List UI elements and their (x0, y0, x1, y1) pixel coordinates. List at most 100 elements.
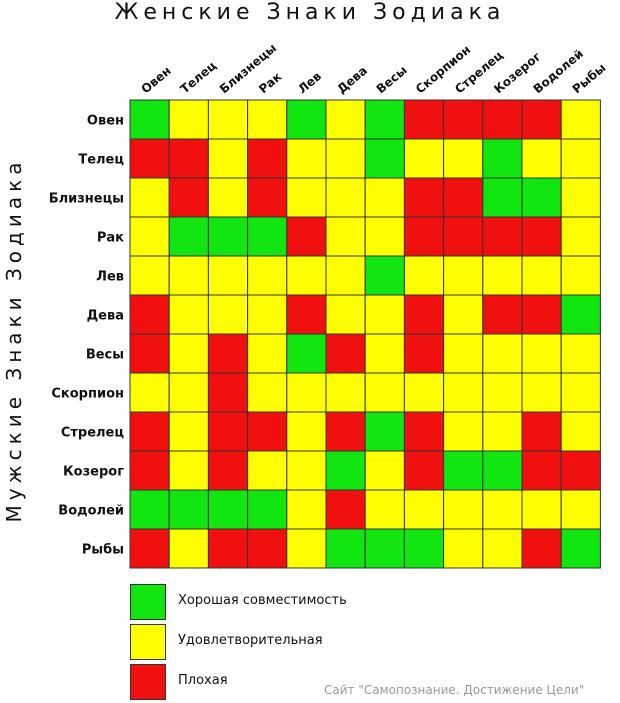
cell-11-7 (403, 528, 445, 569)
cell-10-9 (482, 489, 523, 530)
legend-label: Плохая (178, 673, 228, 688)
cell-7-4 (286, 372, 327, 413)
row-label: Весы (86, 348, 124, 363)
cell-11-8 (443, 528, 484, 569)
cell-3-2 (207, 216, 249, 257)
row-label: Близнецы (49, 192, 124, 207)
cell-2-2 (207, 177, 249, 218)
row-label: Водолей (58, 504, 124, 519)
cell-10-4 (286, 489, 327, 530)
row-label: Дева (87, 309, 124, 324)
row-label: Лев (96, 270, 124, 285)
cell-11-9 (482, 528, 523, 569)
cell-11-1 (168, 528, 209, 569)
cell-10-3 (247, 489, 288, 530)
cell-6-2 (207, 333, 249, 374)
cell-8-3 (247, 411, 288, 452)
row-label: Стрелец (61, 426, 125, 441)
cell-2-11 (560, 177, 601, 218)
cell-4-2 (207, 255, 249, 296)
cell-3-9 (482, 216, 523, 257)
chart-title: Женские Знаки Зодиака (114, 0, 506, 25)
cell-0-8 (443, 99, 484, 140)
cell-1-1 (168, 138, 209, 179)
cell-10-2 (207, 489, 249, 530)
column-label: Телец (178, 58, 219, 96)
legend-swatch (130, 664, 166, 700)
cell-5-1 (168, 294, 209, 335)
cell-4-10 (521, 255, 562, 296)
cell-0-4 (286, 99, 327, 140)
cell-7-1 (168, 372, 209, 413)
cell-9-8 (443, 450, 484, 491)
cell-5-6 (364, 294, 405, 335)
cell-2-5 (325, 177, 366, 218)
cell-8-1 (168, 411, 209, 452)
site-credit: Сайт "Самопознание. Достижение Цели" (324, 683, 585, 697)
cell-9-11 (560, 450, 601, 491)
column-label: Весы (374, 63, 410, 96)
cell-10-11 (560, 489, 601, 530)
row-label: Рак (97, 231, 124, 246)
cell-2-7 (403, 177, 445, 218)
cell-7-7 (403, 372, 445, 413)
legend-label: Хорошая совместимость (178, 593, 347, 608)
cell-0-9 (482, 99, 523, 140)
cell-3-6 (364, 216, 405, 257)
cell-5-5 (325, 294, 366, 335)
cell-4-8 (443, 255, 484, 296)
cell-9-10 (521, 450, 562, 491)
cell-8-6 (364, 411, 405, 452)
cell-0-3 (247, 99, 288, 140)
cell-7-3 (247, 372, 288, 413)
cell-3-3 (247, 216, 288, 257)
cell-5-11 (560, 294, 601, 335)
column-label: Лев (295, 69, 324, 97)
column-label: Рак (256, 69, 284, 96)
cell-7-11 (560, 372, 601, 413)
cell-10-7 (403, 489, 445, 530)
cell-8-11 (560, 411, 601, 452)
cell-5-7 (403, 294, 445, 335)
cell-1-7 (403, 138, 445, 179)
cell-2-1 (168, 177, 209, 218)
cell-2-3 (247, 177, 288, 218)
cell-4-6 (364, 255, 405, 296)
cell-2-9 (482, 177, 523, 218)
cell-9-2 (207, 450, 249, 491)
cell-0-5 (325, 99, 366, 140)
cell-4-11 (560, 255, 601, 296)
cell-1-3 (247, 138, 288, 179)
cell-6-8 (443, 333, 484, 374)
cell-6-3 (247, 333, 288, 374)
cell-4-5 (325, 255, 366, 296)
cell-1-8 (443, 138, 484, 179)
cell-7-6 (364, 372, 405, 413)
cell-9-4 (286, 450, 327, 491)
cell-8-5 (325, 411, 366, 452)
cell-9-7 (403, 450, 445, 491)
row-label: Овен (87, 114, 124, 129)
row-label: Телец (78, 153, 124, 168)
cell-10-10 (521, 489, 562, 530)
cell-6-11 (560, 333, 601, 374)
cell-4-7 (403, 255, 445, 296)
legend-item: Удовлетворительная (130, 624, 430, 662)
cell-4-0 (129, 255, 170, 296)
cell-9-3 (247, 450, 288, 491)
cell-7-9 (482, 372, 523, 413)
cell-3-10 (521, 216, 562, 257)
cell-6-4 (286, 333, 327, 374)
cell-3-7 (403, 216, 445, 257)
cell-7-10 (521, 372, 562, 413)
cell-7-5 (325, 372, 366, 413)
row-label: Рыбы (82, 543, 124, 558)
legend-item: Плохая (130, 664, 430, 702)
cell-1-10 (521, 138, 562, 179)
cell-9-5 (325, 450, 366, 491)
cell-0-10 (521, 99, 562, 140)
cell-1-0 (129, 138, 170, 179)
cell-11-0 (129, 528, 170, 569)
cell-9-1 (168, 450, 209, 491)
